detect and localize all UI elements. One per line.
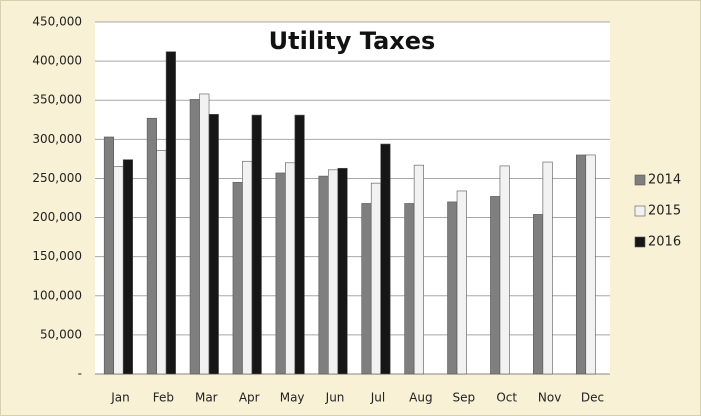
bar <box>208 114 219 375</box>
legend-swatch <box>634 236 646 248</box>
bar <box>361 203 372 375</box>
bar <box>122 159 134 375</box>
bar <box>232 182 243 375</box>
bar <box>294 114 305 375</box>
x-tick-label: Jul <box>370 391 385 405</box>
bar <box>585 154 596 375</box>
bar <box>103 136 115 375</box>
bar <box>318 175 329 375</box>
bar <box>413 164 424 375</box>
y-tick-label: 450,000 <box>32 15 82 29</box>
bar <box>285 162 296 375</box>
legend-swatch <box>634 205 646 217</box>
y-tick-label: 200,000 <box>32 210 82 224</box>
bar <box>490 196 501 375</box>
legend-swatch <box>634 174 646 186</box>
bar <box>165 51 176 375</box>
bar <box>456 190 467 375</box>
bar <box>404 203 415 375</box>
bar <box>242 160 253 375</box>
bar <box>337 167 348 375</box>
bar <box>575 154 587 375</box>
x-tick-label: Mar <box>195 391 218 405</box>
bar <box>189 99 200 375</box>
bar <box>251 114 262 375</box>
legend-label: 2015 <box>648 204 681 219</box>
x-tick-label: Nov <box>538 391 561 405</box>
x-tick-label: Dec <box>581 391 604 405</box>
y-tick-label: 50,000 <box>40 327 82 341</box>
x-tick-label: Feb <box>153 391 174 405</box>
bar <box>199 93 210 375</box>
bar <box>113 166 124 375</box>
bar <box>542 161 553 375</box>
y-tick-label: 400,000 <box>32 54 82 68</box>
x-tick-label: Sep <box>452 391 475 405</box>
y-tick-label: - <box>78 367 82 381</box>
x-tick-label: Aug <box>409 391 432 405</box>
chart-title: Utility Taxes <box>269 27 436 55</box>
bar <box>499 165 510 375</box>
bar <box>146 117 157 375</box>
bar <box>275 172 286 375</box>
y-tick-label: 100,000 <box>32 288 82 302</box>
bar <box>327 169 339 375</box>
x-tick-label: Apr <box>239 391 260 405</box>
y-tick-label: 300,000 <box>32 132 82 146</box>
x-tick-label: Jun <box>325 391 345 405</box>
x-tick-label: Jan <box>110 391 130 405</box>
legend-label: 2014 <box>648 173 681 188</box>
bar <box>447 201 458 375</box>
bar <box>370 182 382 375</box>
y-tick-label: 350,000 <box>32 93 82 107</box>
bar <box>156 149 167 375</box>
bar <box>533 214 544 375</box>
y-tick-label: 150,000 <box>32 249 82 263</box>
x-tick-label: Oct <box>496 391 517 405</box>
plot-area <box>95 22 610 374</box>
y-tick-label: 250,000 <box>32 171 82 185</box>
x-tick-label: May <box>280 391 305 405</box>
bar <box>380 143 391 375</box>
legend-label: 2016 <box>648 235 681 250</box>
